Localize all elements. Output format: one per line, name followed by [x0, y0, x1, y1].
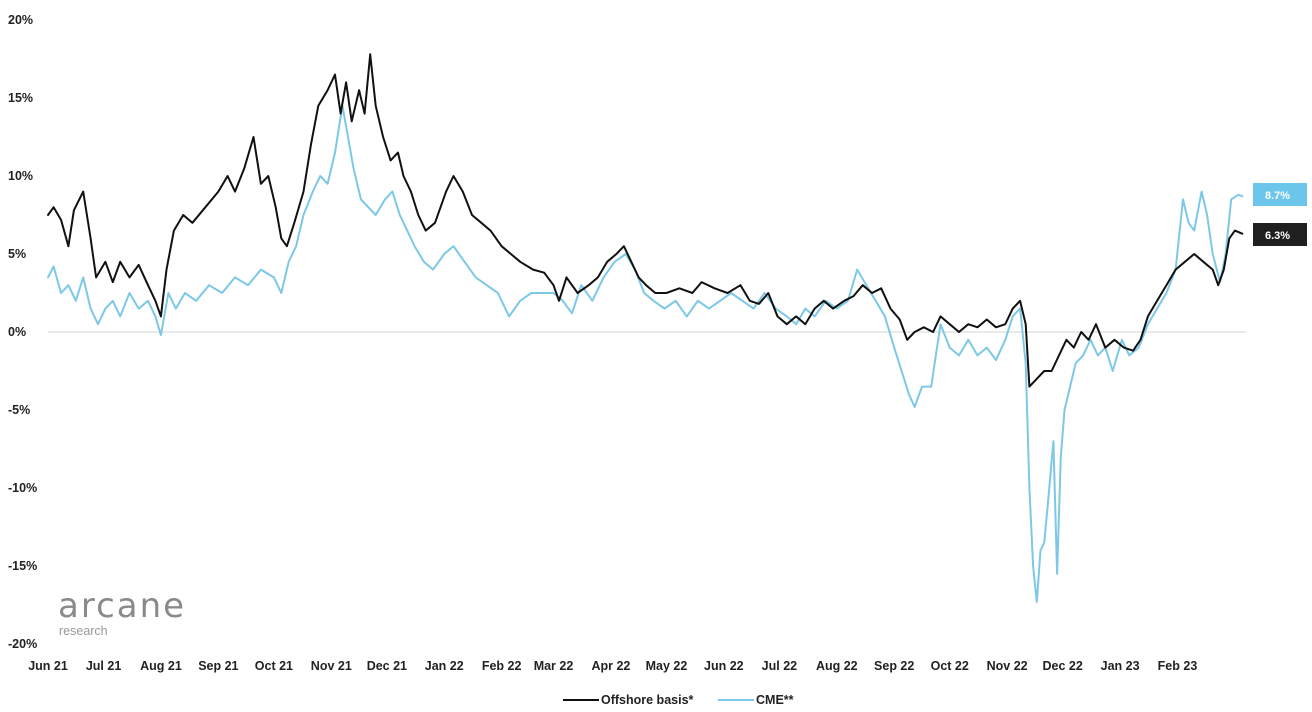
x-tick-label: Apr 22: [591, 659, 630, 673]
end-value-box-offshore: [1253, 223, 1307, 246]
y-tick-label: -15%: [8, 559, 37, 573]
legend-label: Offshore basis*: [601, 693, 694, 707]
y-tick-label: 0%: [8, 325, 26, 339]
y-tick-label: 20%: [8, 13, 33, 27]
series-line-offshore-basis: [47, 53, 1244, 388]
x-tick-label: Mar 22: [534, 659, 574, 673]
x-tick-label: Aug 21: [140, 659, 182, 673]
y-tick-label: 5%: [8, 247, 26, 261]
y-axis: 20% 15% 10% 5% 0% -5% -10% -15% -20%: [8, 13, 1246, 651]
series-layer: [47, 53, 1244, 603]
y-tick-label: 15%: [8, 91, 33, 105]
legend: Offshore basis* CME**: [563, 693, 794, 707]
logo-text: arcane: [58, 586, 186, 626]
series-line-cme: [47, 104, 1244, 603]
x-tick-label: Jun 21: [28, 659, 68, 673]
x-tick-label: Aug 22: [816, 659, 858, 673]
x-tick-label: Jan 22: [425, 659, 464, 673]
x-tick-label: Oct 22: [931, 659, 969, 673]
x-tick-label: Nov 22: [987, 659, 1028, 673]
arcane-logo: arcane research: [58, 586, 186, 638]
x-tick-label: Sep 22: [874, 659, 914, 673]
x-tick-label: Jul 21: [86, 659, 121, 673]
x-tick-label: Sep 21: [198, 659, 238, 673]
x-tick-label: Oct 21: [255, 659, 293, 673]
x-tick-label: Feb 23: [1158, 659, 1198, 673]
x-tick-label: Jun 22: [704, 659, 744, 673]
logo-subtext: research: [59, 624, 108, 638]
y-tick-label: 10%: [8, 169, 33, 183]
y-tick-label: -5%: [8, 403, 30, 417]
x-tick-label: Jan 23: [1101, 659, 1140, 673]
x-axis: Jun 21 Jul 21 Aug 21 Sep 21 Oct 21 Nov 21 Dec …: [28, 659, 1197, 673]
y-tick-label: -20%: [8, 637, 37, 651]
end-value-label: 8.7%: [1265, 190, 1290, 202]
end-labels: 8.7% 6.3%: [1253, 183, 1307, 246]
y-tick-label: -10%: [8, 481, 37, 495]
x-tick-label: May 22: [646, 659, 688, 673]
x-tick-label: Feb 22: [482, 659, 522, 673]
legend-label: CME**: [756, 693, 794, 707]
end-value-box-cme: [1253, 183, 1307, 206]
end-value-label: 6.3%: [1265, 230, 1290, 242]
x-tick-label: Jul 22: [762, 659, 797, 673]
x-tick-label: Dec 21: [367, 659, 407, 673]
x-tick-label: Nov 21: [311, 659, 352, 673]
x-tick-label: Dec 22: [1043, 659, 1083, 673]
